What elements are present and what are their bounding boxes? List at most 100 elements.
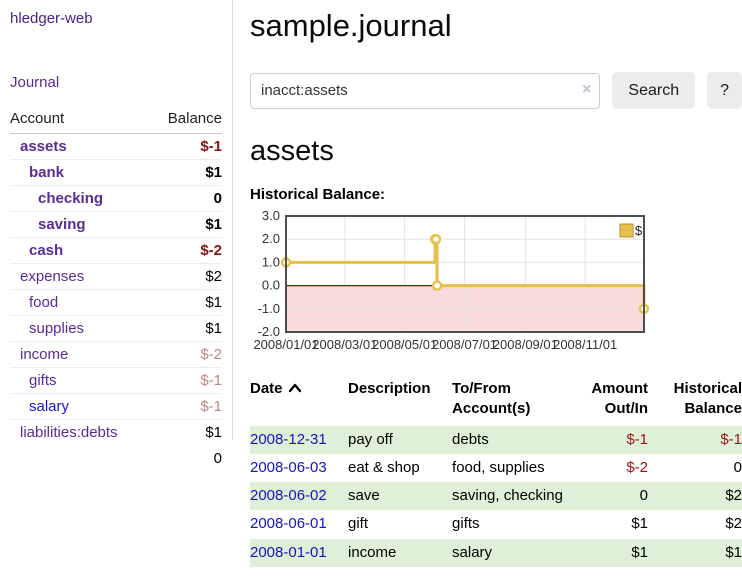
svg-text:2008/03/01: 2008/03/01 — [312, 337, 377, 352]
account-balance: $2 — [150, 263, 222, 290]
accounts-table-body: assets $-1 bank $1 checking 0 saving $1 cash $-2 e… — [10, 134, 222, 445]
transaction-amount: 0 — [639, 487, 648, 504]
clear-search-icon[interactable]: × — [582, 80, 592, 98]
register-row: 2008-12-31 pay off debts $-1 $-1 — [250, 425, 742, 454]
page-title: sample.journal — [250, 8, 452, 43]
account-link[interactable]: salary — [29, 398, 70, 415]
account-row: food $1 — [10, 289, 222, 316]
account-row: salary $-1 — [10, 393, 222, 420]
account-link[interactable]: expenses — [20, 268, 85, 285]
svg-text:0.0: 0.0 — [262, 278, 280, 293]
account-balance: $-1 — [150, 367, 222, 394]
transaction-description: income — [347, 543, 397, 561]
accounts-header-balance: Balance — [150, 106, 222, 134]
sidebar-item-journal[interactable]: Journal — [10, 74, 60, 91]
account-balance: $1 — [150, 289, 222, 316]
transaction-amount: $1 — [631, 515, 648, 533]
accounts-total-value: 0 — [213, 450, 222, 467]
transaction-date-link[interactable]: 2008-12-31 — [250, 430, 327, 448]
transaction-date-link[interactable]: 2008-06-01 — [250, 515, 327, 533]
account-link[interactable]: bank — [29, 164, 65, 181]
svg-text:1.0: 1.0 — [262, 254, 280, 269]
account-balance: $1 — [150, 419, 222, 445]
transaction-accounts: debts — [452, 430, 489, 448]
transaction-balance: $-1 — [720, 430, 742, 448]
register-row: 2008-06-02 save saving, checking 0 $2 — [250, 482, 742, 511]
account-heading: assets — [250, 135, 334, 167]
account-link[interactable]: assets — [20, 138, 67, 155]
account-row: checking 0 — [10, 185, 222, 212]
search-button[interactable]: Search — [612, 72, 696, 109]
svg-text:2008/09/01: 2008/09/01 — [493, 337, 558, 352]
register-header-amount: Amount Out/In — [591, 380, 648, 418]
register-row: 2008-06-03 eat & shop food, supplies $-2 0 — [250, 454, 742, 482]
account-row: cash $-2 — [10, 237, 222, 264]
help-button[interactable]: ? — [707, 72, 742, 109]
transaction-amount: $1 — [631, 543, 648, 561]
svg-text:2008/05/01: 2008/05/01 — [372, 337, 437, 352]
account-row: liabilities:debts $1 — [10, 419, 222, 445]
transaction-date-link[interactable]: 2008-06-02 — [250, 487, 327, 504]
account-balance: $-1 — [200, 138, 222, 155]
account-link[interactable]: income — [20, 346, 69, 363]
account-link[interactable]: gifts — [29, 372, 57, 389]
account-row: supplies $1 — [10, 315, 222, 342]
svg-text:2008/11/01: 2008/11/01 — [553, 337, 617, 352]
account-row: assets $-1 — [10, 134, 222, 160]
transaction-description: eat & shop — [347, 458, 420, 476]
svg-text:-2.0: -2.0 — [258, 324, 280, 339]
register-header-date[interactable]: Date — [250, 377, 348, 426]
sidebar: hledger-web Journal Account Balance asse… — [0, 0, 233, 467]
account-link[interactable]: supplies — [29, 320, 85, 337]
chart-svg: 3.0 2.0 1.0 0.0 -1.0 -2.02008/01/012008/03/01… — [253, 208, 650, 352]
transaction-balance: 0 — [733, 458, 742, 476]
search-form: × Search ? — [250, 72, 742, 109]
transaction-amount: $-2 — [626, 458, 648, 476]
chart-title: Historical Balance: — [250, 186, 386, 203]
legend-swatch — [619, 223, 634, 238]
sort-asc-icon — [288, 379, 302, 399]
register-table-body: 2008-12-31 pay off debts $-1 $-1 2008-06-03 ea… — [250, 425, 742, 567]
svg-text:2008/01/01: 2008/01/01 — [253, 337, 318, 352]
transaction-date-link[interactable]: 2008-06-03 — [250, 458, 327, 476]
account-row: income $-2 — [10, 341, 222, 368]
register-row: 2008-01-01 income salary $1 $1 — [250, 538, 742, 567]
account-balance: $-2 — [150, 341, 222, 368]
accounts-total-row: 0 — [10, 445, 222, 472]
account-balance: $-2 — [150, 237, 222, 264]
account-balance: $1 — [150, 159, 222, 186]
account-balance: $1 — [150, 211, 222, 238]
register-header-description: Description — [347, 380, 431, 397]
transaction-accounts: saving, checking — [452, 487, 563, 504]
account-balance: $1 — [150, 315, 222, 342]
accounts-header-account: Account — [10, 106, 151, 134]
transaction-description: save — [347, 487, 380, 504]
transaction-description: gift — [347, 515, 368, 533]
register-header-balance: Historical Balance — [673, 380, 742, 418]
account-row: gifts $-1 — [10, 367, 222, 394]
account-link[interactable]: liabilities:debts — [20, 424, 118, 441]
account-link[interactable]: checking — [38, 190, 104, 207]
app-brand-link[interactable]: hledger-web — [10, 10, 93, 27]
transaction-balance: $2 — [725, 515, 742, 533]
account-balance: $-1 — [150, 393, 222, 420]
transaction-accounts: food, supplies — [452, 458, 545, 476]
account-link[interactable]: cash — [29, 242, 64, 259]
register-header-account: To/From Account(s) — [452, 380, 531, 418]
account-link[interactable]: food — [29, 294, 59, 311]
account-link[interactable]: saving — [38, 216, 86, 233]
transaction-balance: $2 — [725, 487, 742, 504]
transaction-date-link[interactable]: 2008-01-01 — [250, 543, 327, 561]
account-row: expenses $2 — [10, 263, 222, 290]
accounts-table: Account Balance assets $-1 bank $1 checking 0… — [10, 106, 222, 472]
transaction-balance: $1 — [725, 543, 742, 561]
svg-text:2.0: 2.0 — [262, 231, 280, 246]
register-row: 2008-06-01 gift gifts $1 $2 — [250, 510, 742, 538]
search-input[interactable] — [250, 72, 601, 109]
transaction-description: pay off — [347, 430, 393, 448]
transaction-accounts: salary — [452, 543, 493, 561]
account-row: bank $1 — [10, 159, 222, 186]
svg-text:2008/07/01: 2008/07/01 — [432, 337, 497, 352]
historical-balance-chart: 3.0 2.0 1.0 0.0 -1.0 -2.0 2008/01/01 2008/03/01… — [250, 208, 742, 361]
transaction-accounts: gifts — [452, 515, 480, 533]
